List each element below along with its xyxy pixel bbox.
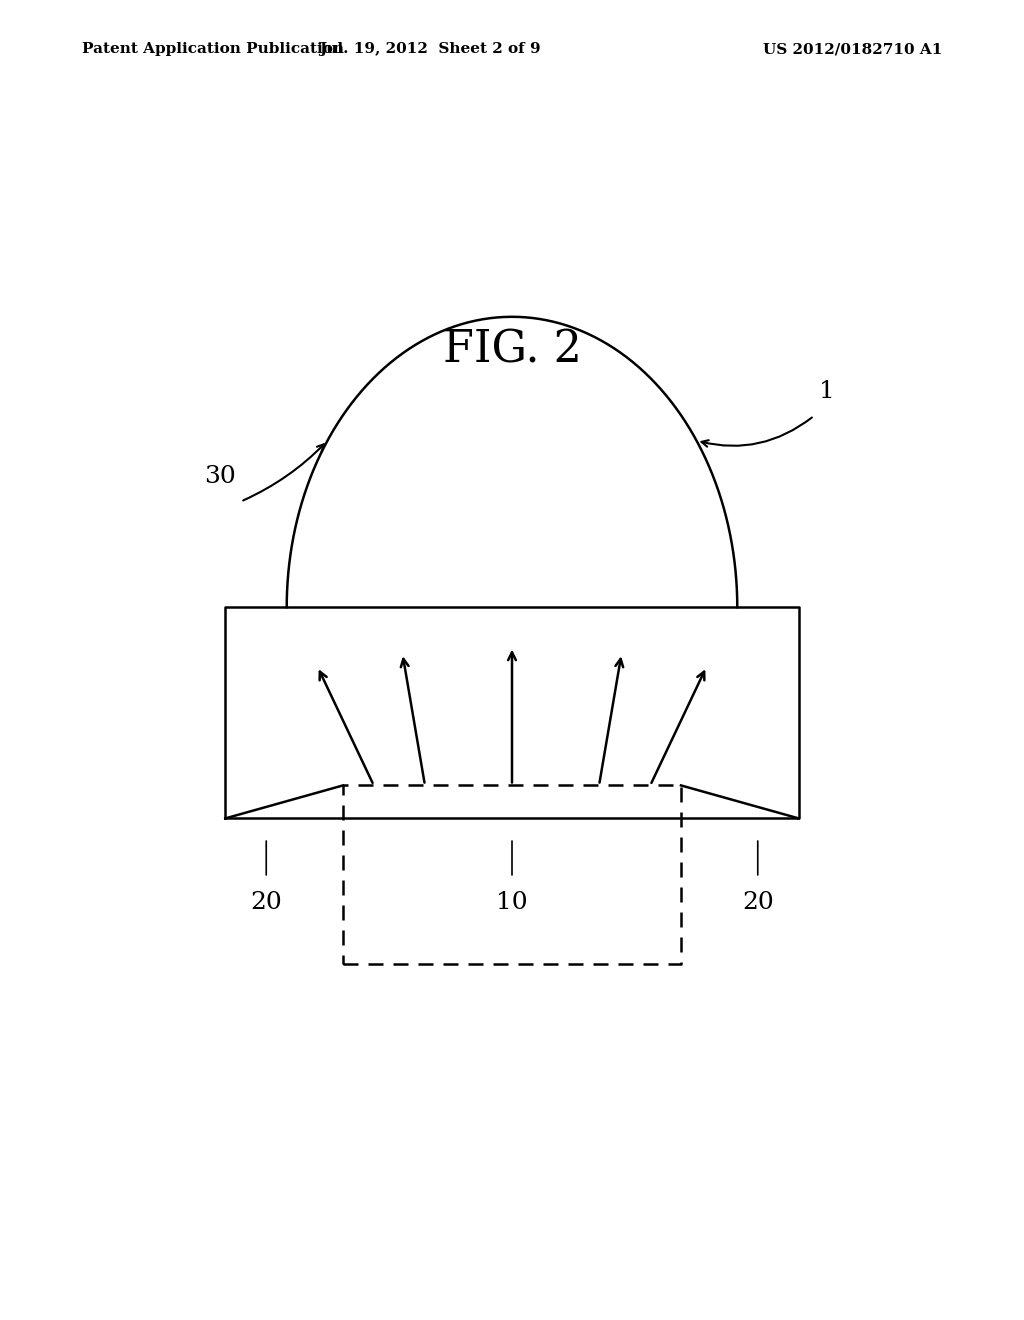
Text: 20: 20 (741, 891, 774, 913)
Text: Patent Application Publication: Patent Application Publication (82, 42, 344, 57)
FancyArrowPatch shape (243, 445, 324, 500)
Text: 10: 10 (497, 891, 527, 913)
Text: Jul. 19, 2012  Sheet 2 of 9: Jul. 19, 2012 Sheet 2 of 9 (319, 42, 541, 57)
Text: 1: 1 (819, 380, 835, 403)
FancyArrowPatch shape (701, 417, 812, 446)
Text: US 2012/0182710 A1: US 2012/0182710 A1 (763, 42, 942, 57)
Text: FIG. 2: FIG. 2 (442, 329, 582, 371)
Text: 30: 30 (204, 466, 236, 488)
Text: 20: 20 (250, 891, 283, 913)
